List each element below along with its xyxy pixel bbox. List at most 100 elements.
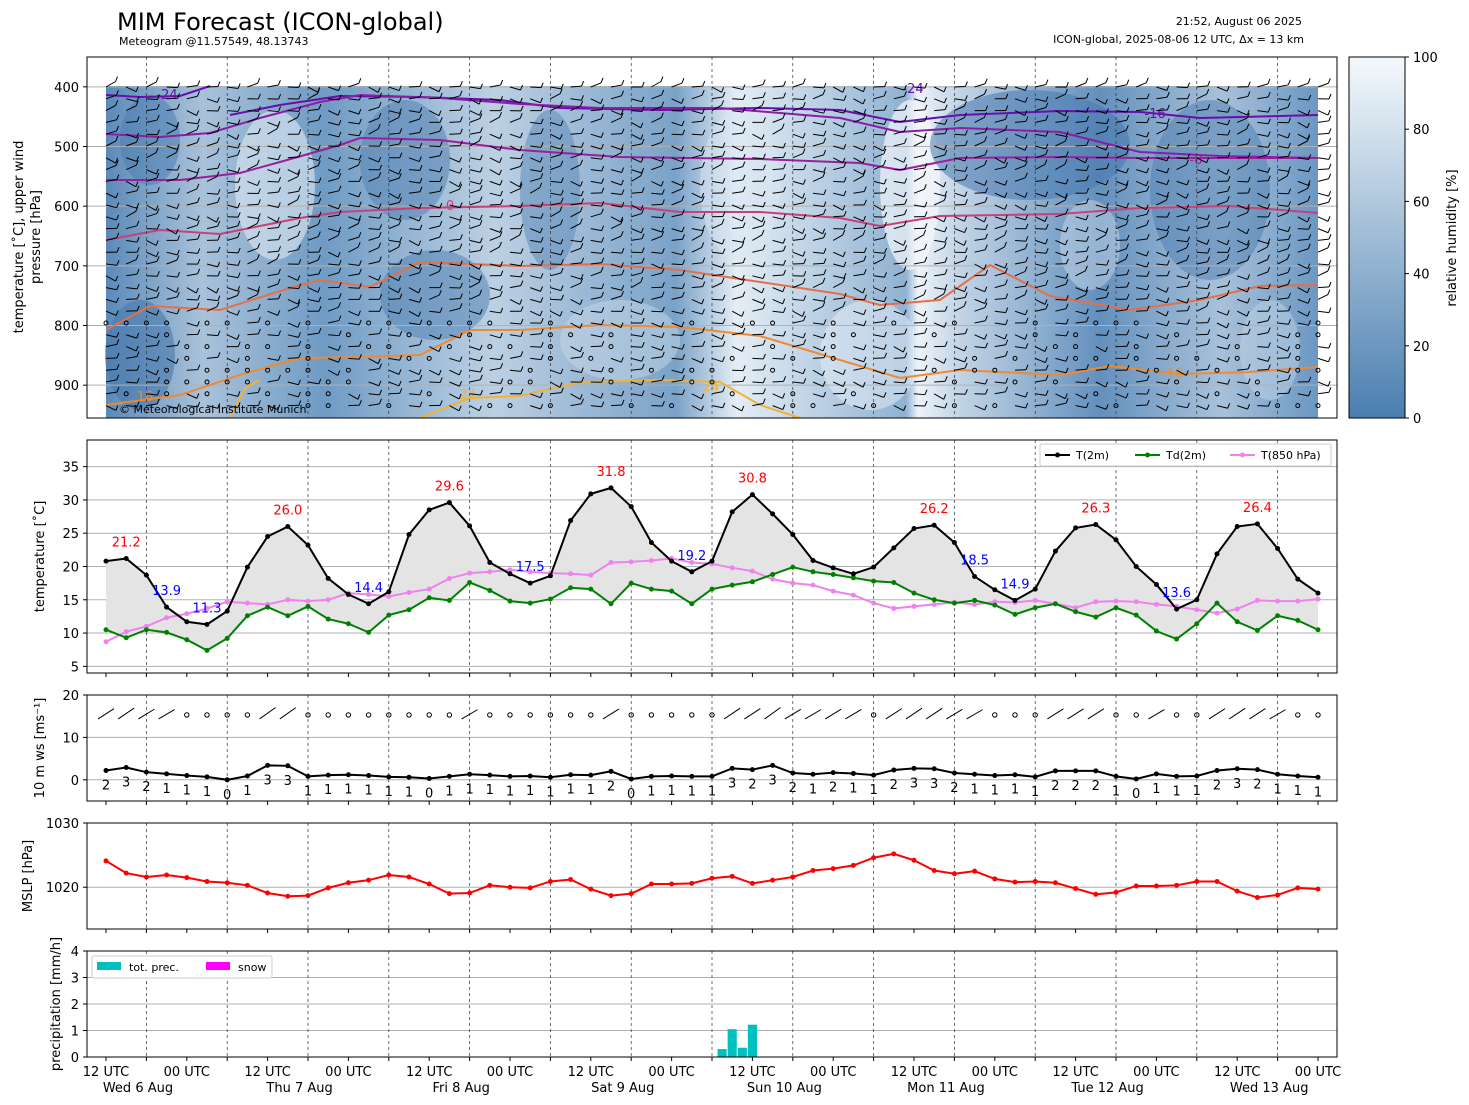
wind-barb [812, 237, 824, 241]
wind-barb-flag [196, 137, 200, 143]
wind-barb [105, 204, 117, 209]
wind-barb-flag [257, 199, 261, 205]
wind-barb [227, 236, 238, 241]
wind-barb-flag [904, 115, 908, 121]
wind-barb-flag [1246, 123, 1250, 130]
wind-barb [105, 343, 117, 348]
wind-barb-flag [1206, 267, 1210, 273]
wind-barb [509, 133, 521, 139]
wind-barb-flag [1166, 354, 1170, 360]
wind-barb [630, 121, 642, 129]
wind-barb [974, 83, 986, 88]
extreme-label: 11.3 [193, 601, 222, 616]
wind-barb [772, 118, 784, 123]
calm-marker [1194, 355, 1200, 361]
series-point-ws [1093, 768, 1099, 774]
wind-barb-flag [318, 327, 322, 334]
wind-barb-flag [438, 266, 442, 272]
wind-barb [307, 165, 319, 171]
series-point-1 [406, 607, 412, 613]
wind-barb-flag [560, 190, 564, 196]
wind-barb-flag [964, 140, 968, 146]
wind-barb [1176, 192, 1187, 199]
calm-marker [588, 712, 594, 718]
series-point-1 [749, 579, 755, 585]
wind-barb [186, 95, 198, 100]
wind-barb [631, 228, 642, 234]
wind-barb [570, 118, 582, 123]
wind-barb-flag [944, 226, 948, 233]
wind-barb-flag [177, 82, 181, 88]
wind-barb-flag [944, 119, 948, 125]
wind-barb-flag [1126, 214, 1130, 220]
wind-barb-flag [277, 278, 281, 285]
wind-barb [186, 188, 198, 194]
series-point-1 [790, 564, 796, 570]
series-point-0 [244, 564, 250, 570]
wind-barb [711, 322, 724, 325]
wind-barb [1115, 274, 1127, 277]
wind-barb-flag [984, 286, 988, 292]
wind-barb [469, 189, 481, 194]
wind-barb-flag [1045, 191, 1049, 197]
wind-barb-flag [136, 377, 140, 384]
wind-barb [247, 235, 258, 241]
wind-barb-flag [781, 123, 785, 129]
wind-barb [570, 369, 582, 374]
wind-value-label: 1 [1273, 782, 1281, 797]
extreme-label: 30.8 [738, 472, 767, 487]
series-point-0 [749, 492, 755, 498]
wind-barb [348, 110, 359, 115]
wind-barb-flag [681, 209, 685, 215]
wind-barb-flag [681, 308, 685, 314]
wind-barb [1156, 334, 1167, 340]
calm-marker [1214, 367, 1220, 373]
wind-barb-flag [601, 154, 605, 160]
wind-barb [893, 142, 905, 147]
wind-barb [1196, 305, 1207, 312]
wind-barb-flag [398, 85, 402, 91]
wind-barb-flag [399, 128, 403, 134]
wind-barb [1115, 119, 1127, 123]
wind-barb [1055, 163, 1066, 171]
wind-barb [530, 357, 542, 361]
wind-barb-flag [884, 81, 888, 87]
wind-barb [1297, 169, 1309, 173]
wind-barb-flag [135, 86, 139, 92]
wind-barb-flag [217, 330, 221, 336]
wind-barb [873, 381, 885, 386]
wind-barb [610, 204, 622, 208]
wind-value-label: 1 [1193, 784, 1201, 799]
wind-barb-flag [742, 84, 746, 90]
wind-barb-flag [1126, 364, 1130, 371]
wind-barb [1136, 275, 1148, 277]
wind-barb [166, 97, 178, 100]
calm-marker [386, 344, 392, 350]
wind-barb-flag [418, 156, 422, 162]
wind-barb [247, 294, 258, 300]
wind-barb-flag [904, 388, 908, 394]
wind-barb-flag [559, 311, 563, 317]
wind-barb [631, 238, 643, 241]
wind-barb [873, 334, 885, 338]
wind-barb [1035, 133, 1047, 137]
wind-barb-flag [641, 298, 644, 304]
wind-barb [893, 346, 904, 353]
wind-barb [186, 129, 198, 135]
wind-barb [671, 157, 683, 163]
series-point-2 [244, 600, 250, 606]
wind-barb [146, 334, 158, 339]
wind-barb [832, 204, 844, 211]
wind-barb [368, 106, 380, 112]
wind-barb [307, 202, 319, 206]
wind-barb-flag [782, 221, 786, 227]
wind-barb-flag [681, 195, 685, 201]
calm-marker [446, 344, 452, 350]
wind-barb [1176, 213, 1188, 218]
wind-barb [449, 223, 460, 230]
wind-barb [509, 165, 521, 171]
wind-barb-flag [943, 195, 947, 201]
wind-barb-flag [1247, 378, 1251, 384]
wind-barb-flag [681, 180, 685, 186]
wind-barb-flag [1085, 214, 1089, 221]
